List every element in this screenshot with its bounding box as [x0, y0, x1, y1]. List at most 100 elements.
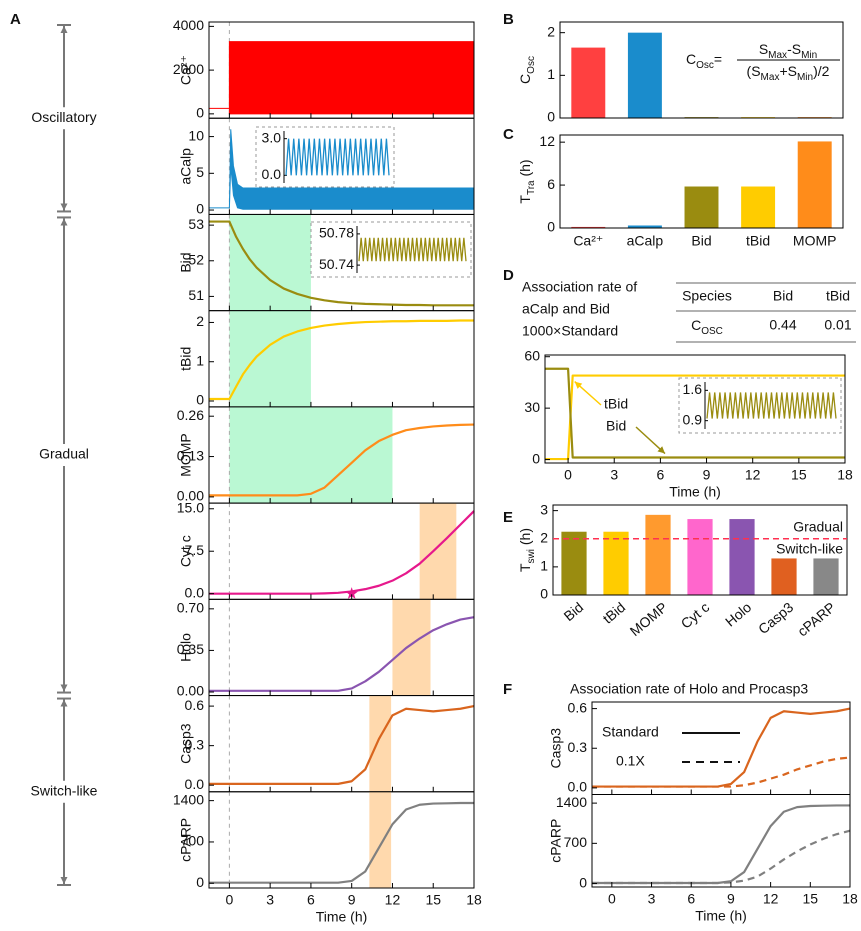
- y-tick-label: 0.13: [177, 447, 204, 463]
- x-tick-label: 3: [648, 891, 656, 907]
- y-tick-label: 1: [540, 558, 548, 574]
- text-part: (S: [747, 63, 761, 79]
- x-tick-label: 0: [608, 891, 616, 907]
- inset-tick-label: 0.9: [683, 411, 703, 427]
- region-label: Switch-like: [31, 782, 98, 798]
- x-tick-label: 6: [656, 467, 664, 483]
- y-tick-label: 2000: [173, 61, 204, 77]
- y-tick-label: 1: [196, 352, 204, 368]
- y-tick-label: 30: [524, 399, 540, 415]
- arrow-head: [60, 877, 68, 884]
- y-tick-label: 2: [196, 313, 204, 329]
- bar: [561, 531, 587, 595]
- arrow-head: [60, 684, 68, 692]
- data-line: [592, 756, 851, 788]
- shade-region: [229, 310, 311, 407]
- label-bg: [8, 780, 120, 803]
- text-part: +S: [779, 63, 797, 79]
- bar: [645, 514, 671, 595]
- y-axis-label: Bid: [178, 252, 194, 272]
- x-tick-label: 6: [307, 892, 315, 908]
- formula-lhs: COsc=: [686, 51, 722, 71]
- y-tick-label: 2: [547, 23, 555, 39]
- table-row-label: COSC: [691, 317, 723, 337]
- threshold-label: Gradual: [793, 518, 843, 534]
- y-tick-label: 0: [196, 105, 204, 121]
- y-tick-label: 0: [196, 874, 204, 890]
- y-axis-label: MOMP: [178, 433, 194, 477]
- plot-frame: [552, 504, 848, 596]
- x-tick-label: Bid: [691, 233, 711, 249]
- text-part: C: [686, 51, 696, 67]
- y-tick-label: 700: [564, 834, 588, 850]
- bar: [627, 225, 662, 228]
- shade-region: [229, 406, 393, 504]
- data-line: [209, 220, 474, 307]
- bar: [627, 32, 662, 118]
- text-part: swi: [526, 549, 537, 563]
- star-marker: [345, 587, 358, 599]
- y-tick-label: 0: [196, 201, 204, 217]
- y-tick-label: 0: [196, 392, 204, 408]
- text-part: Osc: [696, 60, 714, 71]
- x-axis-label: Time (h): [695, 908, 747, 924]
- x-tick-label: Casp3: [755, 599, 796, 637]
- y-axis-label: COsc: [517, 56, 537, 84]
- bar: [771, 558, 797, 595]
- plot-frame: [208, 791, 475, 889]
- text-part: Min: [797, 72, 813, 83]
- plot-frame: [208, 598, 475, 697]
- annotation: tBid: [604, 396, 628, 412]
- inset-line: [706, 392, 837, 419]
- inset-frame: [310, 221, 472, 278]
- oscillation-band: [209, 41, 475, 115]
- shade-region: [392, 599, 431, 696]
- x-tick-label: Bid: [561, 599, 587, 624]
- legend-label: 0.1X: [616, 753, 645, 769]
- plot-frame: [544, 354, 846, 464]
- y-axis-label: aCalp: [178, 148, 194, 185]
- x-axis-label: Time (h): [316, 909, 368, 925]
- region-label: Oscillatory: [31, 109, 96, 125]
- inset-line: [358, 237, 467, 262]
- y-tick-label: 7.5: [185, 542, 205, 558]
- y-tick-label: 15.0: [177, 499, 204, 515]
- annotation: Bid: [606, 418, 626, 434]
- y-tick-label: 0: [540, 586, 548, 602]
- panel-label: D: [503, 267, 514, 284]
- bar: [797, 141, 832, 228]
- text-part: Max: [768, 50, 787, 61]
- x-tick-label: 12: [763, 891, 779, 907]
- text-part: -S: [787, 41, 801, 57]
- subtitle: Association rate of: [522, 279, 637, 295]
- data-line: [209, 423, 475, 497]
- x-tick-label: Cyt c: [678, 599, 713, 632]
- y-tick-label: 0.26: [177, 407, 204, 423]
- y-tick-label: 0.0: [568, 779, 588, 795]
- arrow-head: [60, 218, 68, 226]
- y-axis-label: cPARP: [548, 819, 564, 863]
- data-line: [545, 367, 845, 459]
- text-part: )/2: [813, 63, 830, 79]
- x-tick-label: tBid: [600, 599, 629, 627]
- x-tick-label: 0: [225, 892, 233, 908]
- y-tick-label: 53: [188, 216, 204, 232]
- data-line: [209, 705, 475, 785]
- panel-label: B: [503, 11, 514, 28]
- y-tick-label: 4000: [173, 17, 204, 33]
- plot-frame: [591, 701, 851, 795]
- y-axis-label: Ca²⁺: [178, 55, 194, 85]
- text-part: OSC: [701, 326, 723, 337]
- x-tick-label: MOMP: [627, 599, 671, 639]
- arrow-head: [60, 26, 68, 33]
- y-tick-label: 3: [540, 501, 548, 517]
- plot-frame: [591, 794, 851, 888]
- x-tick-label: 3: [266, 892, 274, 908]
- shade-region: [369, 791, 392, 888]
- y-tick-label: 0.35: [177, 641, 204, 657]
- y-tick-label: 0: [547, 109, 555, 125]
- x-tick-label: Holo: [722, 599, 755, 630]
- inset-tick-label: 50.78: [319, 225, 354, 241]
- subtitle: aCalp and Bid: [522, 301, 610, 317]
